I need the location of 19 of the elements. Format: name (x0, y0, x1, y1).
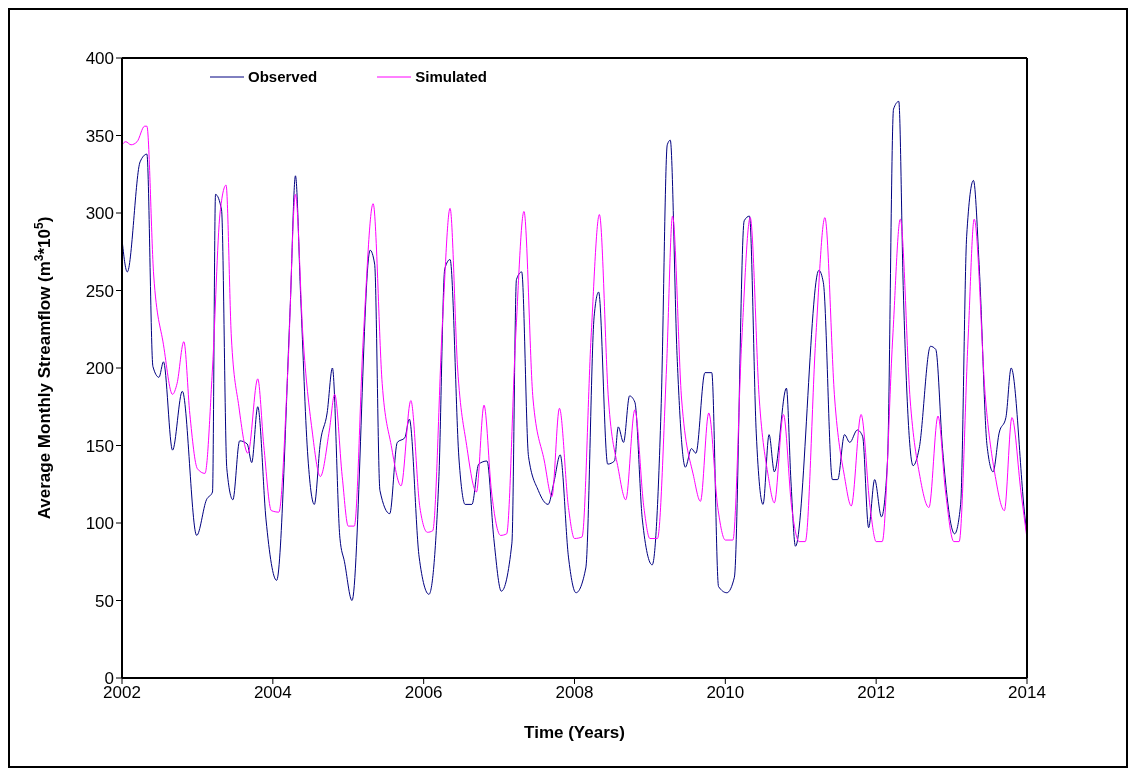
legend-label: Observed (248, 68, 318, 85)
x-axis-title: Time (Years) (524, 723, 625, 742)
x-tick-label: 2010 (706, 683, 745, 703)
y-tick-label: 400 (85, 49, 114, 69)
y-tick-label: 50 (95, 591, 114, 611)
y-tick-label: 100 (85, 514, 114, 534)
x-tick-label: 2014 (1008, 683, 1046, 703)
line-series (122, 100, 1027, 601)
x-tick-label: 2012 (857, 683, 896, 703)
x-tick-label: 2006 (404, 683, 443, 703)
legend-label: Simulated (415, 68, 487, 85)
line-series (122, 125, 1027, 543)
y-tick-label: 300 (85, 204, 114, 224)
y-tick-label: 150 (85, 436, 114, 456)
y-tick-label: 350 (85, 126, 114, 146)
x-tick-label: 2008 (555, 683, 594, 703)
y-tick-label: 250 (85, 281, 114, 301)
y-tick-label: 200 (85, 359, 114, 379)
x-tick-label: 2004 (253, 683, 292, 703)
